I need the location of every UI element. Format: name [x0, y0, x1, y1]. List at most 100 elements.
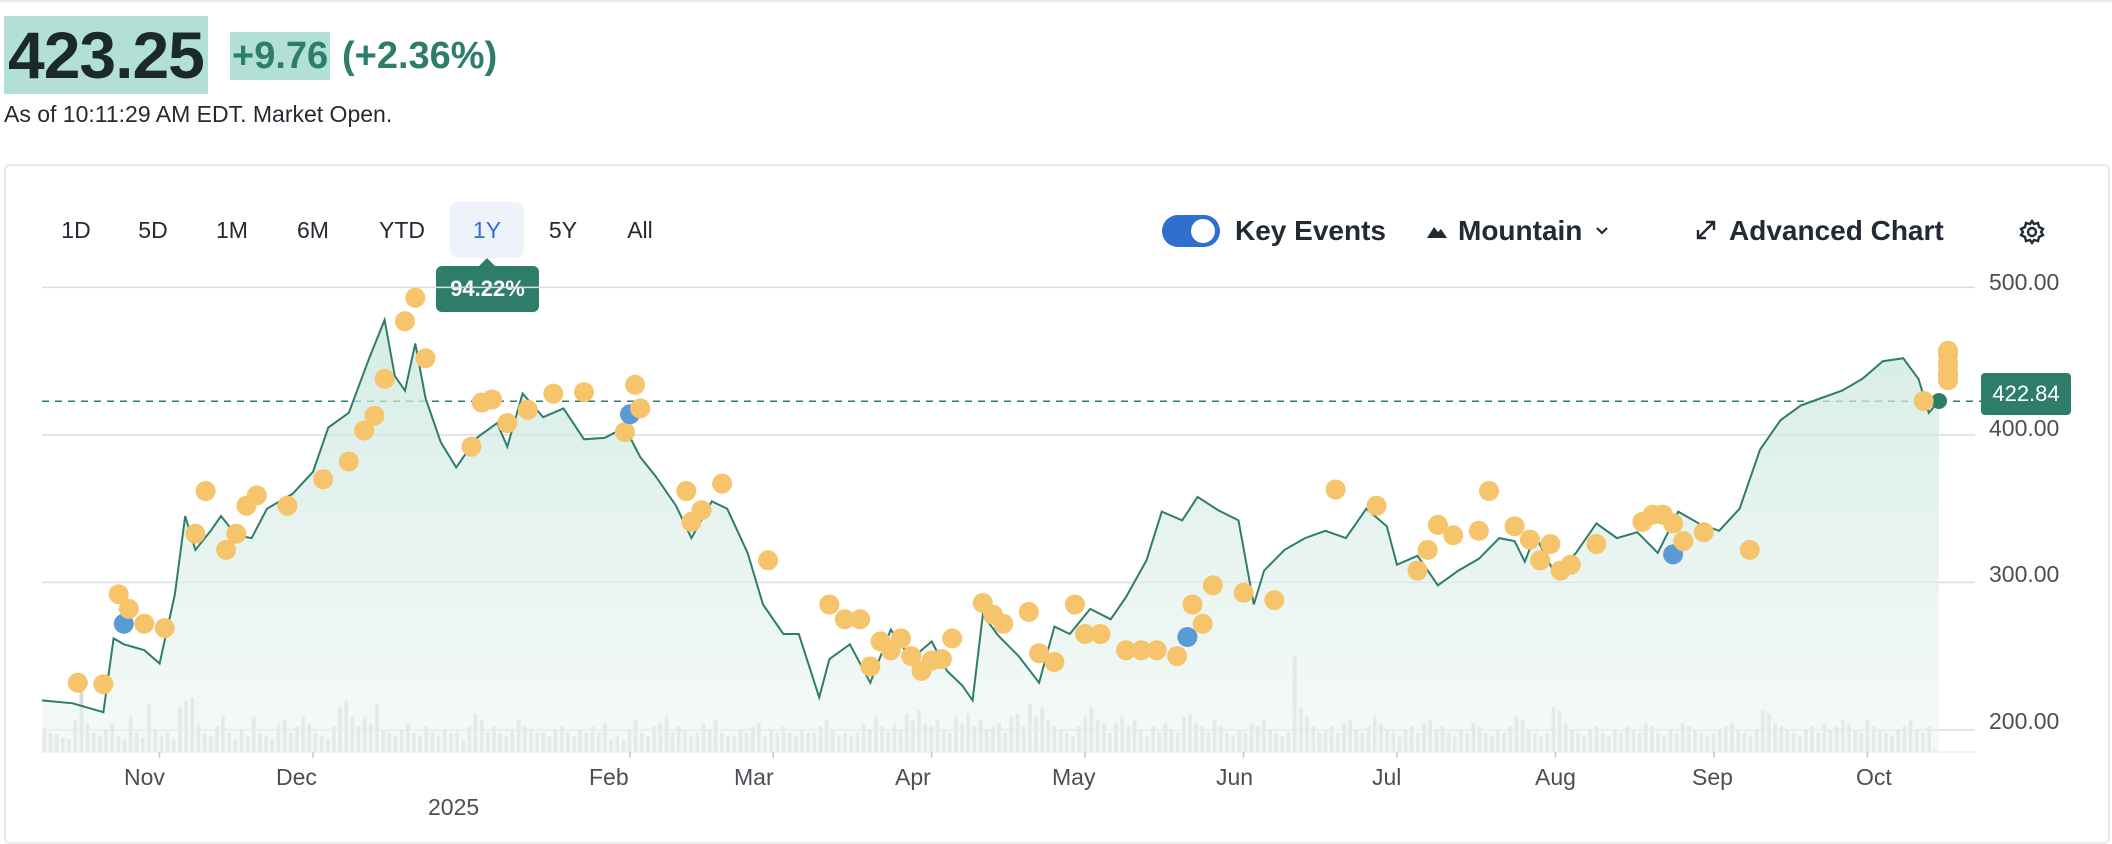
key-events-label: Key Events: [1235, 215, 1386, 246]
key-event-marker: [901, 646, 922, 667]
key-event-marker: [630, 398, 651, 419]
key-event-marker: [574, 382, 594, 403]
toggle-knob: [1191, 219, 1215, 243]
key-event-marker: [993, 613, 1014, 634]
x-tick-label: Aug: [1535, 764, 1576, 790]
key-event-marker: [354, 420, 375, 441]
key-event-marker: [461, 436, 482, 457]
last-price-marker: [1931, 393, 1947, 409]
key-event-marker: [860, 656, 881, 677]
price-line: [41, 316, 1940, 714]
key-event-marker: [614, 422, 635, 442]
key-event-marker: [1090, 624, 1111, 644]
earnings-event-marker: [1177, 627, 1198, 647]
key-event-marker: [1075, 624, 1096, 644]
as-of-timestamp: As of 10:11:29 AM EDT. Market Open.: [4, 101, 393, 127]
range-button-5y[interactable]: 5Y: [548, 217, 578, 243]
key-event-marker: [1560, 554, 1581, 575]
key-event-marker: [1018, 601, 1039, 622]
key-event-marker: [942, 628, 963, 649]
range-button-all[interactable]: All: [627, 217, 653, 243]
key-event-marker: [1540, 534, 1561, 554]
key-event-marker: [819, 594, 840, 615]
key-event-marker: [1233, 582, 1254, 603]
key-event-marker: [195, 481, 216, 501]
mountain-icon: [1426, 222, 1448, 240]
key-event-marker: [1029, 643, 1050, 664]
x-tick-label: Apr: [895, 764, 931, 790]
key-event-marker: [625, 374, 646, 395]
range-button-1d[interactable]: 1D: [61, 217, 91, 243]
year-label: 2025: [428, 794, 480, 820]
key-event-marker: [216, 539, 237, 560]
key-event-marker: [1586, 534, 1607, 554]
key-event-marker: [758, 550, 779, 571]
key-event-marker: [1427, 514, 1448, 535]
key-event-marker: [543, 383, 564, 404]
key-event-marker: [891, 628, 911, 649]
key-events-toggle[interactable]: [1162, 215, 1220, 247]
key-event-marker: [1044, 652, 1065, 672]
price-change-percent: (+2.36%): [342, 35, 498, 77]
expand-icon[interactable]: [1694, 218, 1718, 242]
key-event-marker: [1325, 479, 1346, 500]
x-tick-label: Jun: [1216, 764, 1254, 790]
x-tick-label: Nov: [124, 764, 165, 790]
key-event-marker: [395, 311, 415, 332]
chevron-down-icon[interactable]: [1594, 223, 1610, 239]
x-tick-label: Oct: [1856, 764, 1892, 790]
key-event-marker: [676, 481, 697, 501]
advanced-chart-button[interactable]: Advanced Chart: [1729, 215, 1944, 246]
key-event-marker: [834, 609, 855, 630]
key-event-marker: [482, 389, 502, 410]
key-event-marker: [1202, 575, 1223, 596]
key-event-marker: [405, 287, 426, 308]
key-event-marker: [1407, 560, 1428, 581]
key-event-marker: [313, 469, 334, 490]
range-button-6m[interactable]: 6M: [297, 217, 329, 243]
key-event-marker: [1663, 513, 1684, 534]
range-button-ytd[interactable]: YTD: [379, 217, 425, 243]
x-tick-label: Mar: [734, 764, 774, 790]
key-event-marker: [154, 618, 175, 639]
key-event-marker: [1116, 640, 1136, 661]
key-event-marker: [1468, 520, 1489, 541]
chart-style-dropdown[interactable]: Mountain: [1458, 215, 1583, 246]
top-divider: [0, 0, 2112, 2]
key-event-marker: [1913, 391, 1934, 411]
key-event-marker: [1264, 590, 1285, 611]
key-event-marker: [691, 500, 712, 521]
key-event-marker: [1693, 522, 1714, 543]
price-change: +9.76: [230, 32, 331, 80]
key-event-marker: [185, 523, 206, 544]
key-event-marker: [134, 613, 155, 634]
key-event-marker: [1167, 646, 1188, 667]
range-button-1y[interactable]: 1Y: [450, 202, 524, 258]
key-event-marker: [67, 672, 88, 693]
key-event-marker: [246, 485, 267, 506]
key-event-marker: [118, 598, 139, 619]
key-event-marker: [277, 495, 298, 516]
y-tick-label: 300.00: [1989, 561, 2060, 587]
range-button-1m[interactable]: 1M: [216, 217, 248, 243]
key-event-marker: [415, 348, 436, 369]
key-event-marker: [338, 451, 359, 472]
key-event-marker: [1479, 481, 1499, 501]
range-change-tooltip: 94.22%: [436, 258, 539, 312]
price-area: [42, 319, 1939, 752]
gear-icon[interactable]: [2018, 218, 2046, 246]
current-price-tag: 422.84: [1981, 373, 2071, 415]
range-button-5d[interactable]: 5D: [138, 217, 168, 243]
x-tick-label: Feb: [589, 764, 629, 790]
key-event-marker: [226, 523, 247, 544]
key-event-marker: [364, 405, 385, 426]
current-price: 423.25: [4, 16, 208, 94]
x-tick-label: Sep: [1692, 764, 1733, 790]
key-event-marker: [1504, 516, 1525, 537]
key-event-marker: [517, 399, 538, 420]
key-event-marker: [850, 609, 871, 630]
key-event-marker: [108, 584, 129, 605]
key-event-marker: [374, 368, 395, 389]
key-event-marker: [497, 413, 518, 434]
